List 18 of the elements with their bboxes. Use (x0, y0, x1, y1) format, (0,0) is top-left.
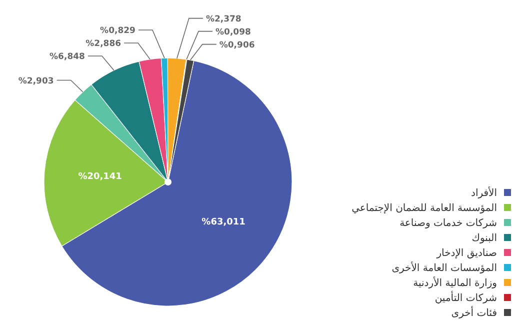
legend-label: الأفراد (470, 186, 497, 199)
legend-label: وزارة المالية الأردنية (413, 276, 498, 289)
legend-label: شركات التأمين (434, 290, 497, 304)
data-label: %2,378 (206, 14, 242, 24)
data-label: %2,886 (86, 39, 122, 49)
data-label: %63,011 (202, 218, 246, 228)
legend-label: البنوك (472, 233, 497, 244)
data-label: %0,906 (219, 40, 255, 50)
legend-label: المؤسسة العامة للضمان الإجتماعي (352, 203, 497, 214)
legend-label: شركات خدمات وصناعة (400, 218, 497, 229)
data-label: %0,829 (100, 26, 136, 36)
data-label: %20,141 (78, 172, 122, 182)
legend-label: فئات أخرى (451, 306, 498, 319)
data-label: %6,848 (50, 52, 86, 62)
legend-label: المؤسسات العامة الأخرى (392, 261, 497, 274)
data-label: %2,903 (18, 76, 54, 86)
data-label: %0,098 (216, 27, 252, 38)
legend-label: صناديق الإدخار (436, 248, 497, 259)
